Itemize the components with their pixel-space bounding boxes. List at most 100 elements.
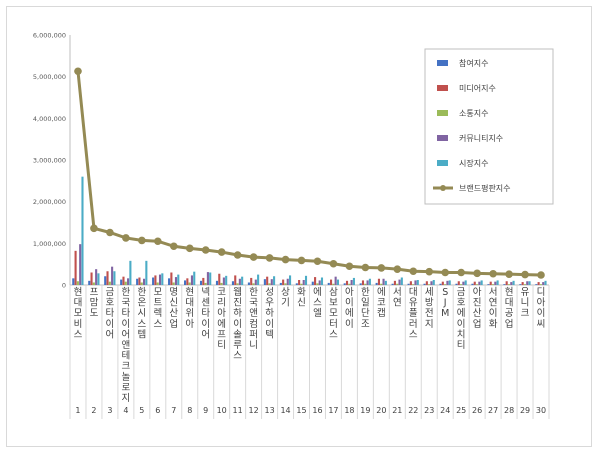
y-tick-label: 3,000,000 bbox=[33, 157, 66, 165]
bar bbox=[462, 281, 465, 285]
brand-index-point bbox=[265, 254, 274, 262]
bar bbox=[263, 279, 266, 285]
bar bbox=[234, 275, 237, 285]
bar bbox=[202, 277, 205, 285]
bar bbox=[206, 272, 209, 285]
bar bbox=[113, 271, 116, 285]
bar bbox=[535, 284, 538, 285]
bar bbox=[318, 280, 321, 285]
bar bbox=[97, 273, 100, 285]
bar bbox=[457, 281, 460, 285]
bar bbox=[168, 278, 171, 285]
legend-swatch bbox=[437, 135, 448, 141]
bar bbox=[409, 281, 412, 285]
brand-index-point bbox=[505, 270, 513, 278]
bar bbox=[250, 277, 253, 285]
category-index: 25 bbox=[456, 406, 466, 415]
category-index: 3 bbox=[107, 406, 112, 415]
bar bbox=[480, 280, 483, 285]
brand-index-point bbox=[90, 224, 98, 233]
bar bbox=[190, 275, 193, 285]
bar bbox=[170, 272, 173, 285]
bar bbox=[345, 280, 349, 285]
bar bbox=[542, 282, 545, 285]
bar bbox=[375, 282, 378, 285]
bar bbox=[476, 284, 479, 285]
bar bbox=[111, 266, 114, 285]
y-tick-label: 0 bbox=[62, 282, 66, 290]
category-index: 5 bbox=[139, 406, 144, 415]
bar bbox=[284, 283, 287, 285]
category-labels: 현 대 모 비 스 1 프 맘 도 2 금 호 타 이 어 3 한 국 타 이 어 앤 테 크 놀 로 지 4 한 온 시 스 템 5 모 트 렉 스 6 명… bbox=[74, 287, 547, 415]
legend-swatch bbox=[437, 110, 448, 116]
category-index: 29 bbox=[520, 406, 530, 415]
bar bbox=[343, 283, 346, 285]
y-tick-label: 2,000,000 bbox=[33, 198, 66, 206]
category-index: 20 bbox=[376, 406, 386, 415]
category-index: 28 bbox=[504, 406, 514, 415]
category-index: 21 bbox=[392, 406, 402, 415]
bar bbox=[76, 281, 79, 285]
bars bbox=[72, 176, 547, 285]
bar bbox=[396, 283, 399, 285]
bar bbox=[314, 277, 317, 285]
brand-index-point bbox=[122, 234, 130, 242]
bar bbox=[491, 284, 495, 285]
bar bbox=[430, 281, 433, 285]
brand-index-point bbox=[297, 256, 306, 265]
category-index: 18 bbox=[344, 406, 354, 415]
bar bbox=[366, 280, 369, 285]
chart-frame: 0 1,000,000 2,000,000 3,000,000 4,000,000 5,0… bbox=[6, 6, 592, 447]
bar bbox=[496, 280, 499, 285]
bar bbox=[295, 283, 298, 285]
bar bbox=[108, 281, 111, 285]
bar bbox=[487, 284, 490, 285]
bar bbox=[286, 278, 289, 285]
brand-index-point bbox=[425, 267, 434, 276]
y-tick-label: 1,000,000 bbox=[33, 240, 66, 248]
bar bbox=[193, 271, 196, 285]
bar bbox=[364, 283, 367, 285]
bar bbox=[416, 280, 419, 285]
legend-label: 소통지수 bbox=[459, 109, 488, 118]
bar bbox=[336, 279, 339, 285]
category-index: 13 bbox=[264, 406, 274, 415]
bar bbox=[122, 276, 125, 285]
y-tick-label: 5,000,000 bbox=[33, 73, 66, 81]
bar bbox=[464, 280, 467, 285]
legend-label: 미디어지수 bbox=[459, 83, 496, 93]
category-index: 8 bbox=[187, 406, 192, 415]
bar bbox=[247, 282, 250, 285]
bar bbox=[120, 279, 123, 285]
bar bbox=[172, 282, 175, 285]
bar bbox=[104, 276, 107, 285]
brand-index-point bbox=[233, 251, 242, 259]
category-index: 15 bbox=[296, 406, 306, 415]
chart: 0 1,000,000 2,000,000 3,000,000 4,000,000 5,0… bbox=[33, 32, 554, 419]
bar bbox=[79, 244, 82, 285]
bar bbox=[289, 275, 292, 285]
brand-index-point bbox=[74, 67, 82, 76]
category-index: 23 bbox=[424, 406, 434, 415]
bar bbox=[158, 274, 162, 285]
bar bbox=[186, 278, 189, 285]
bar bbox=[412, 284, 415, 285]
bar bbox=[279, 282, 282, 285]
legend-point-swatch bbox=[440, 185, 446, 191]
bar bbox=[432, 280, 435, 285]
bar bbox=[266, 276, 269, 285]
legend-swatch bbox=[437, 160, 448, 166]
bar bbox=[215, 280, 219, 285]
category-index: 27 bbox=[488, 406, 498, 415]
bar bbox=[526, 281, 529, 285]
brand-index-point bbox=[361, 263, 370, 272]
